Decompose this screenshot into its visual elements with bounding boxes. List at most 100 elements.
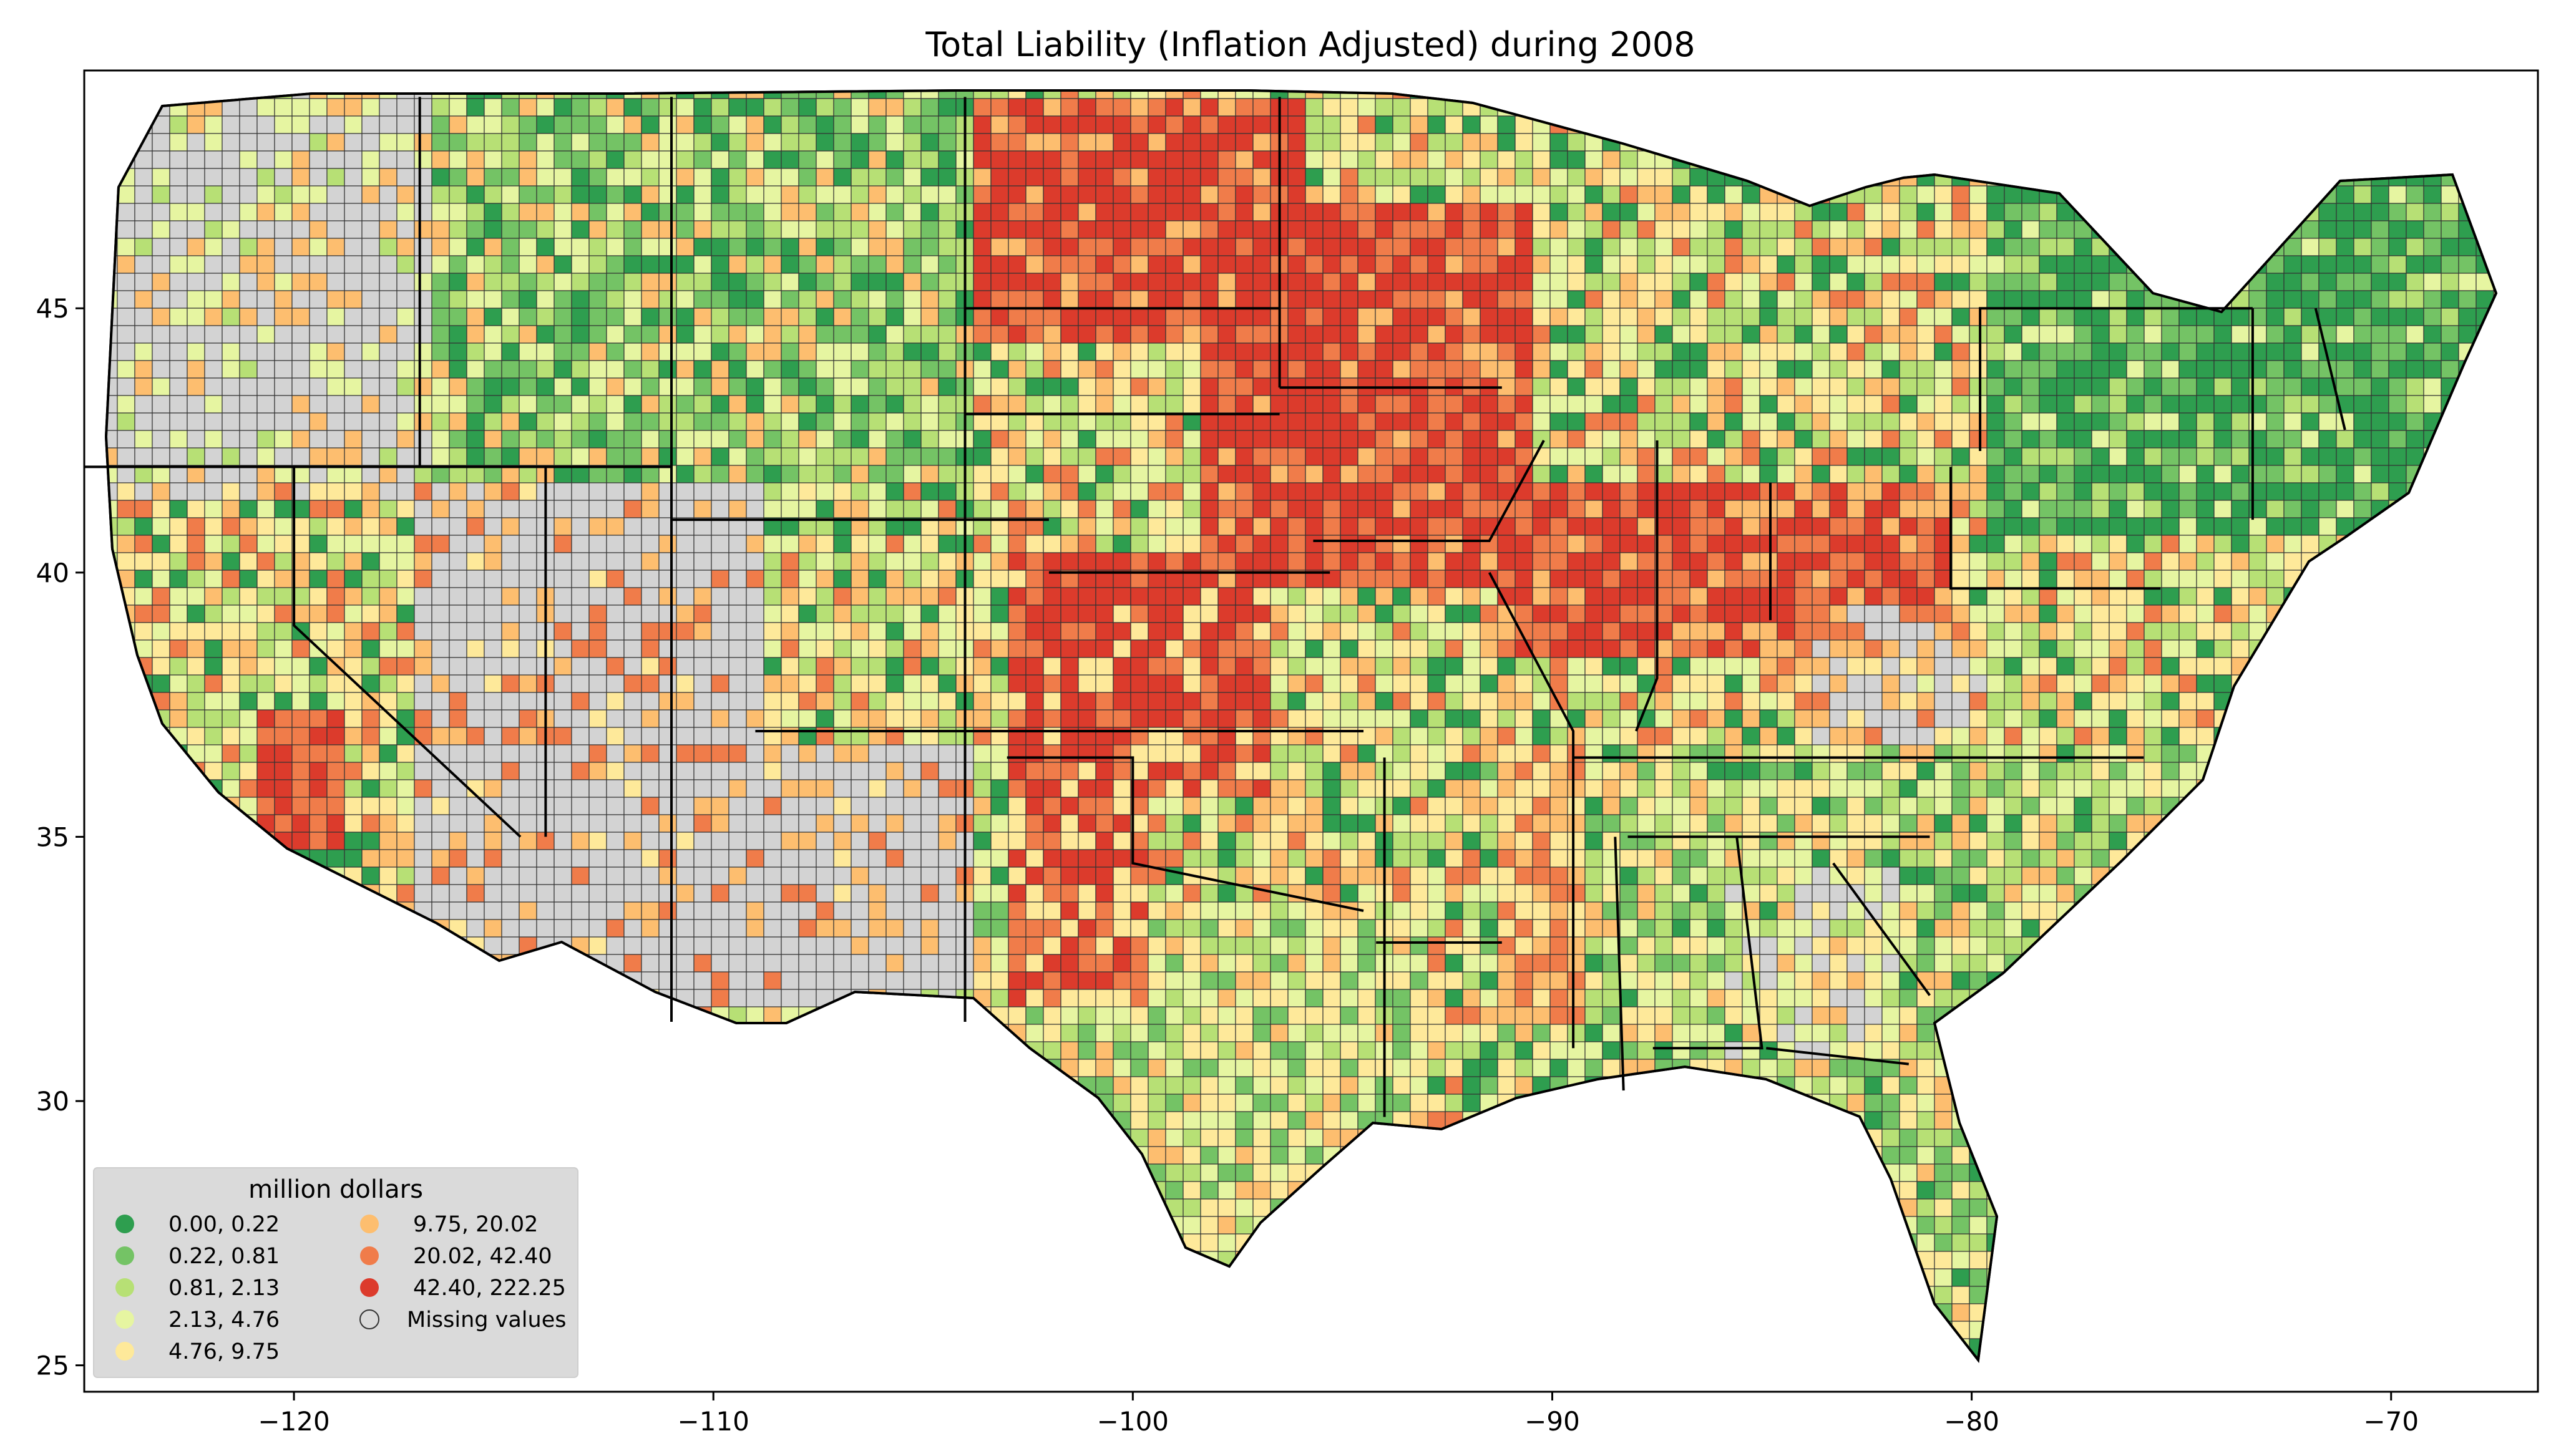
county-cell xyxy=(1183,552,1201,571)
county-cell xyxy=(571,797,590,815)
county-cell xyxy=(1060,901,1079,920)
county-cell xyxy=(1166,1374,1183,1391)
county-cell xyxy=(676,1198,695,1217)
county-cell xyxy=(361,430,380,449)
county-cell xyxy=(187,1094,205,1112)
county-cell xyxy=(536,989,555,1007)
county-cell xyxy=(1008,150,1027,169)
county-cell xyxy=(990,377,1009,396)
county-cell xyxy=(466,115,485,134)
county-cell xyxy=(222,936,240,955)
county-cell xyxy=(746,1198,764,1217)
county-cell xyxy=(222,639,240,658)
county-cell xyxy=(1026,1374,1043,1391)
county-cell xyxy=(134,377,153,396)
county-cell xyxy=(1043,185,1061,204)
county-cell xyxy=(676,325,695,344)
county-cell xyxy=(1217,604,1236,623)
county-cell xyxy=(484,500,502,518)
county-cell xyxy=(484,936,502,955)
county-cell xyxy=(291,814,310,833)
county-cell xyxy=(955,1233,974,1252)
county-cell xyxy=(1060,657,1079,676)
county-cell xyxy=(431,727,450,745)
county-cell xyxy=(1148,203,1166,221)
county-cell xyxy=(606,133,625,152)
county-cell xyxy=(466,360,485,379)
county-cell xyxy=(291,98,310,117)
county-cell xyxy=(1095,866,1114,885)
county-cell xyxy=(326,989,345,1007)
county-cell xyxy=(256,1076,275,1095)
county-cell xyxy=(711,971,729,990)
county-cell xyxy=(379,971,398,990)
county-cell xyxy=(763,954,782,973)
county-cell xyxy=(344,517,363,536)
county-cell xyxy=(920,936,939,955)
county-cell xyxy=(134,622,153,641)
county-cell xyxy=(1113,517,1131,536)
county-cell xyxy=(1113,377,1131,396)
county-cell xyxy=(851,465,869,483)
county-cell xyxy=(256,133,275,152)
county-cell xyxy=(938,220,957,239)
county-cell xyxy=(641,919,660,938)
county-cell xyxy=(763,762,782,780)
county-cell xyxy=(833,1024,852,1042)
county-cell xyxy=(519,255,537,274)
county-cell xyxy=(379,989,398,1007)
county-cell xyxy=(1217,954,1236,973)
county-cell xyxy=(728,866,747,885)
county-cell xyxy=(117,465,135,483)
county-cell xyxy=(239,238,258,256)
county-cell xyxy=(256,203,275,221)
county-cell xyxy=(1252,604,1271,623)
county-cell xyxy=(1165,1024,1184,1042)
county-cell xyxy=(431,203,450,221)
county-cell xyxy=(1217,989,1236,1007)
county-cell xyxy=(1008,1286,1027,1304)
county-cell xyxy=(152,395,170,414)
county-cell xyxy=(1060,185,1079,204)
county-cell xyxy=(1165,1163,1184,1182)
county-cell xyxy=(134,447,153,466)
county-cell xyxy=(117,185,135,204)
county-cell xyxy=(990,133,1009,152)
county-cell xyxy=(1008,1338,1027,1357)
county-cell xyxy=(693,1163,712,1182)
county-cell xyxy=(1183,1181,1201,1200)
county-cell xyxy=(1200,901,1219,920)
county-cell xyxy=(1095,604,1114,623)
county-cell xyxy=(728,814,747,833)
county-cell xyxy=(396,412,415,431)
county-cell xyxy=(746,1233,764,1252)
county-cell xyxy=(955,1128,974,1147)
county-cell xyxy=(106,325,118,344)
county-cell xyxy=(798,90,817,99)
county-cell xyxy=(449,884,467,903)
county-cell xyxy=(868,954,887,973)
county-cell xyxy=(728,377,747,396)
county-cell xyxy=(693,90,712,99)
county-cell xyxy=(431,535,450,553)
county-cell xyxy=(623,1181,642,1200)
county-cell xyxy=(1200,447,1219,466)
county-cell xyxy=(1148,1076,1166,1095)
county-cell xyxy=(484,971,502,990)
county-cell xyxy=(152,1059,170,1077)
county-cell xyxy=(204,412,223,431)
county-cell xyxy=(1183,1059,1201,1077)
county-cell xyxy=(1235,1094,1254,1112)
county-cell xyxy=(1061,1374,1078,1391)
county-cell xyxy=(763,709,782,728)
county-cell xyxy=(693,1303,712,1322)
county-cell xyxy=(344,709,363,728)
county-cell xyxy=(204,1076,223,1095)
county-cell xyxy=(746,1181,764,1200)
county-cell xyxy=(693,919,712,938)
county-cell xyxy=(1025,325,1044,344)
county-cell xyxy=(746,622,764,641)
county-cell xyxy=(571,727,590,745)
county-cell xyxy=(484,587,502,606)
county-cell xyxy=(623,919,642,938)
